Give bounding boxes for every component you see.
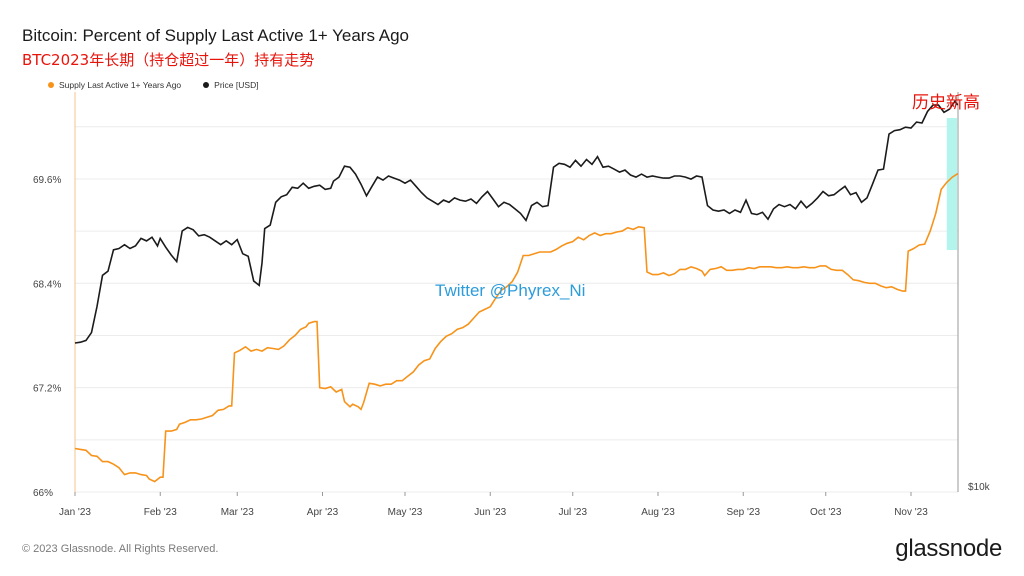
- x-tick-label: Aug '23: [641, 507, 675, 518]
- y-left-tick-label: 66%: [33, 488, 53, 499]
- axes: [74, 92, 959, 492]
- x-tick-label: Jul '23: [558, 507, 587, 518]
- legend-label-supply: Supply Last Active 1+ Years Ago: [59, 80, 182, 90]
- y-left-tick-label: 69.6%: [33, 175, 61, 186]
- x-tick-label: Oct '23: [810, 507, 842, 518]
- x-tick-label: May '23: [388, 507, 423, 518]
- legend-item-supply[interactable]: Supply Last Active 1+ Years Ago: [48, 80, 181, 90]
- grid-lines: [75, 126, 958, 493]
- y-right-tick-label: $10k: [968, 482, 991, 493]
- x-tick-label: Sep '23: [726, 507, 760, 518]
- y-left-tick-label: 68.4%: [33, 279, 61, 290]
- ath-highlight-region: [946, 118, 957, 250]
- ath-annotation: 历史新高: [912, 93, 980, 113]
- legend-item-price[interactable]: Price [USD]: [203, 80, 259, 90]
- chart-subtitle: BTC2023年长期（持仓超过一年）持有走势: [22, 51, 315, 69]
- y-axis-ticks: 66% 67.2% 68.4% 69.6% $10k: [33, 175, 991, 499]
- x-tick-label: Jun '23: [474, 507, 506, 518]
- copyright: © 2023 Glassnode. All Rights Reserved.: [22, 543, 219, 555]
- x-tick-label: Apr '23: [307, 507, 339, 518]
- x-axis-ticks: Jan '23 Feb '23 Mar '23 Apr '23 May '23 Jun '…: [59, 492, 928, 518]
- watermark: Twitter @Phyrex_Ni: [435, 281, 585, 300]
- series-line-price: [74, 99, 959, 344]
- chart-title: Bitcoin: Percent of Supply Last Active 1…: [22, 26, 409, 45]
- x-tick-label: Jan '23: [59, 507, 91, 518]
- legend-dot-supply: [48, 82, 54, 88]
- x-tick-label: Mar '23: [221, 507, 254, 518]
- glassnode-logo[interactable]: glassnode: [895, 535, 1002, 562]
- y-left-tick-label: 67.2%: [33, 384, 61, 395]
- x-tick-label: Feb '23: [144, 507, 177, 518]
- x-tick-label: Nov '23: [894, 507, 928, 518]
- series-line-supply: [74, 173, 959, 483]
- legend: Supply Last Active 1+ Years Ago Price [U…: [48, 80, 259, 90]
- legend-dot-price: [203, 82, 210, 88]
- legend-label-price: Price [USD]: [214, 80, 259, 90]
